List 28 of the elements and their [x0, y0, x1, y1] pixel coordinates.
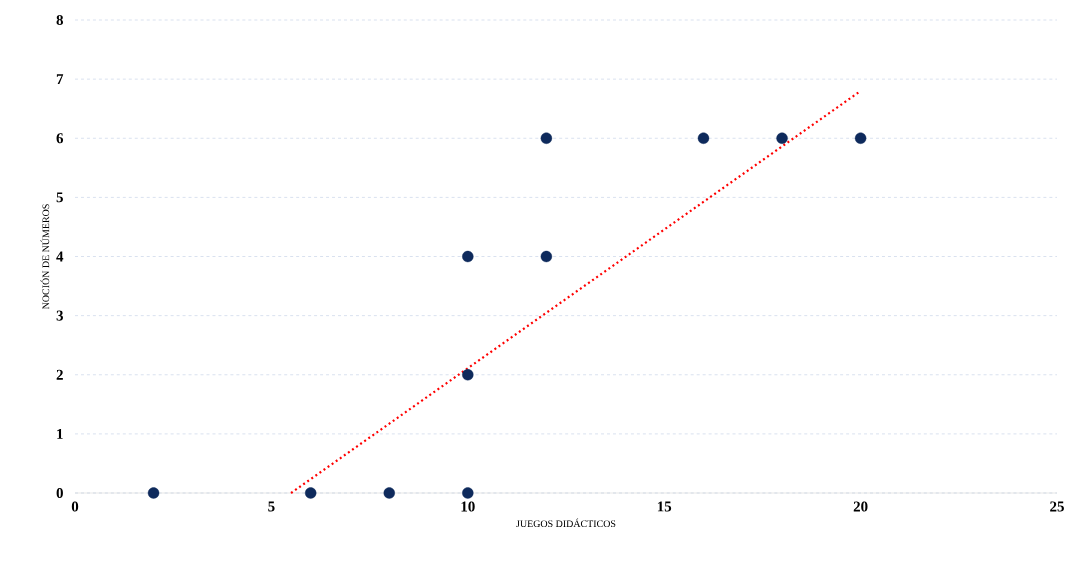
y-tick-label: 2 [56, 369, 63, 380]
point [540, 250, 553, 263]
y-tick-label: 6 [56, 133, 64, 144]
x-tick-label: 0 [71, 501, 79, 512]
point [462, 250, 474, 263]
x-tick-label: 25 [1050, 501, 1064, 512]
y-tick-label: 3 [56, 310, 63, 321]
x-tick-label: 20 [853, 501, 868, 512]
point [697, 132, 710, 144]
point [854, 132, 867, 144]
y-tick-label: 4 [56, 251, 64, 262]
x-tick-label: 5 [268, 501, 275, 512]
point [383, 487, 395, 499]
y-tick-label: 7 [56, 74, 64, 85]
y-tick-label: 0 [56, 487, 63, 499]
y-tick-label: 1 [57, 428, 63, 439]
point [462, 369, 474, 381]
point [147, 487, 160, 499]
y-tick-label: 5 [56, 192, 63, 203]
x-axis-title: JUEGOS DIDÁCTICOS [516, 518, 616, 528]
x-tick-label: 10 [461, 501, 475, 512]
point [776, 132, 788, 144]
y-axis-title: NOCIÓN DE NÚMEROS [40, 204, 50, 310]
point [462, 487, 474, 499]
point [540, 132, 553, 144]
point [305, 487, 317, 499]
x-tick-label: 15 [657, 501, 672, 512]
y-tick-label: 8 [56, 14, 64, 26]
